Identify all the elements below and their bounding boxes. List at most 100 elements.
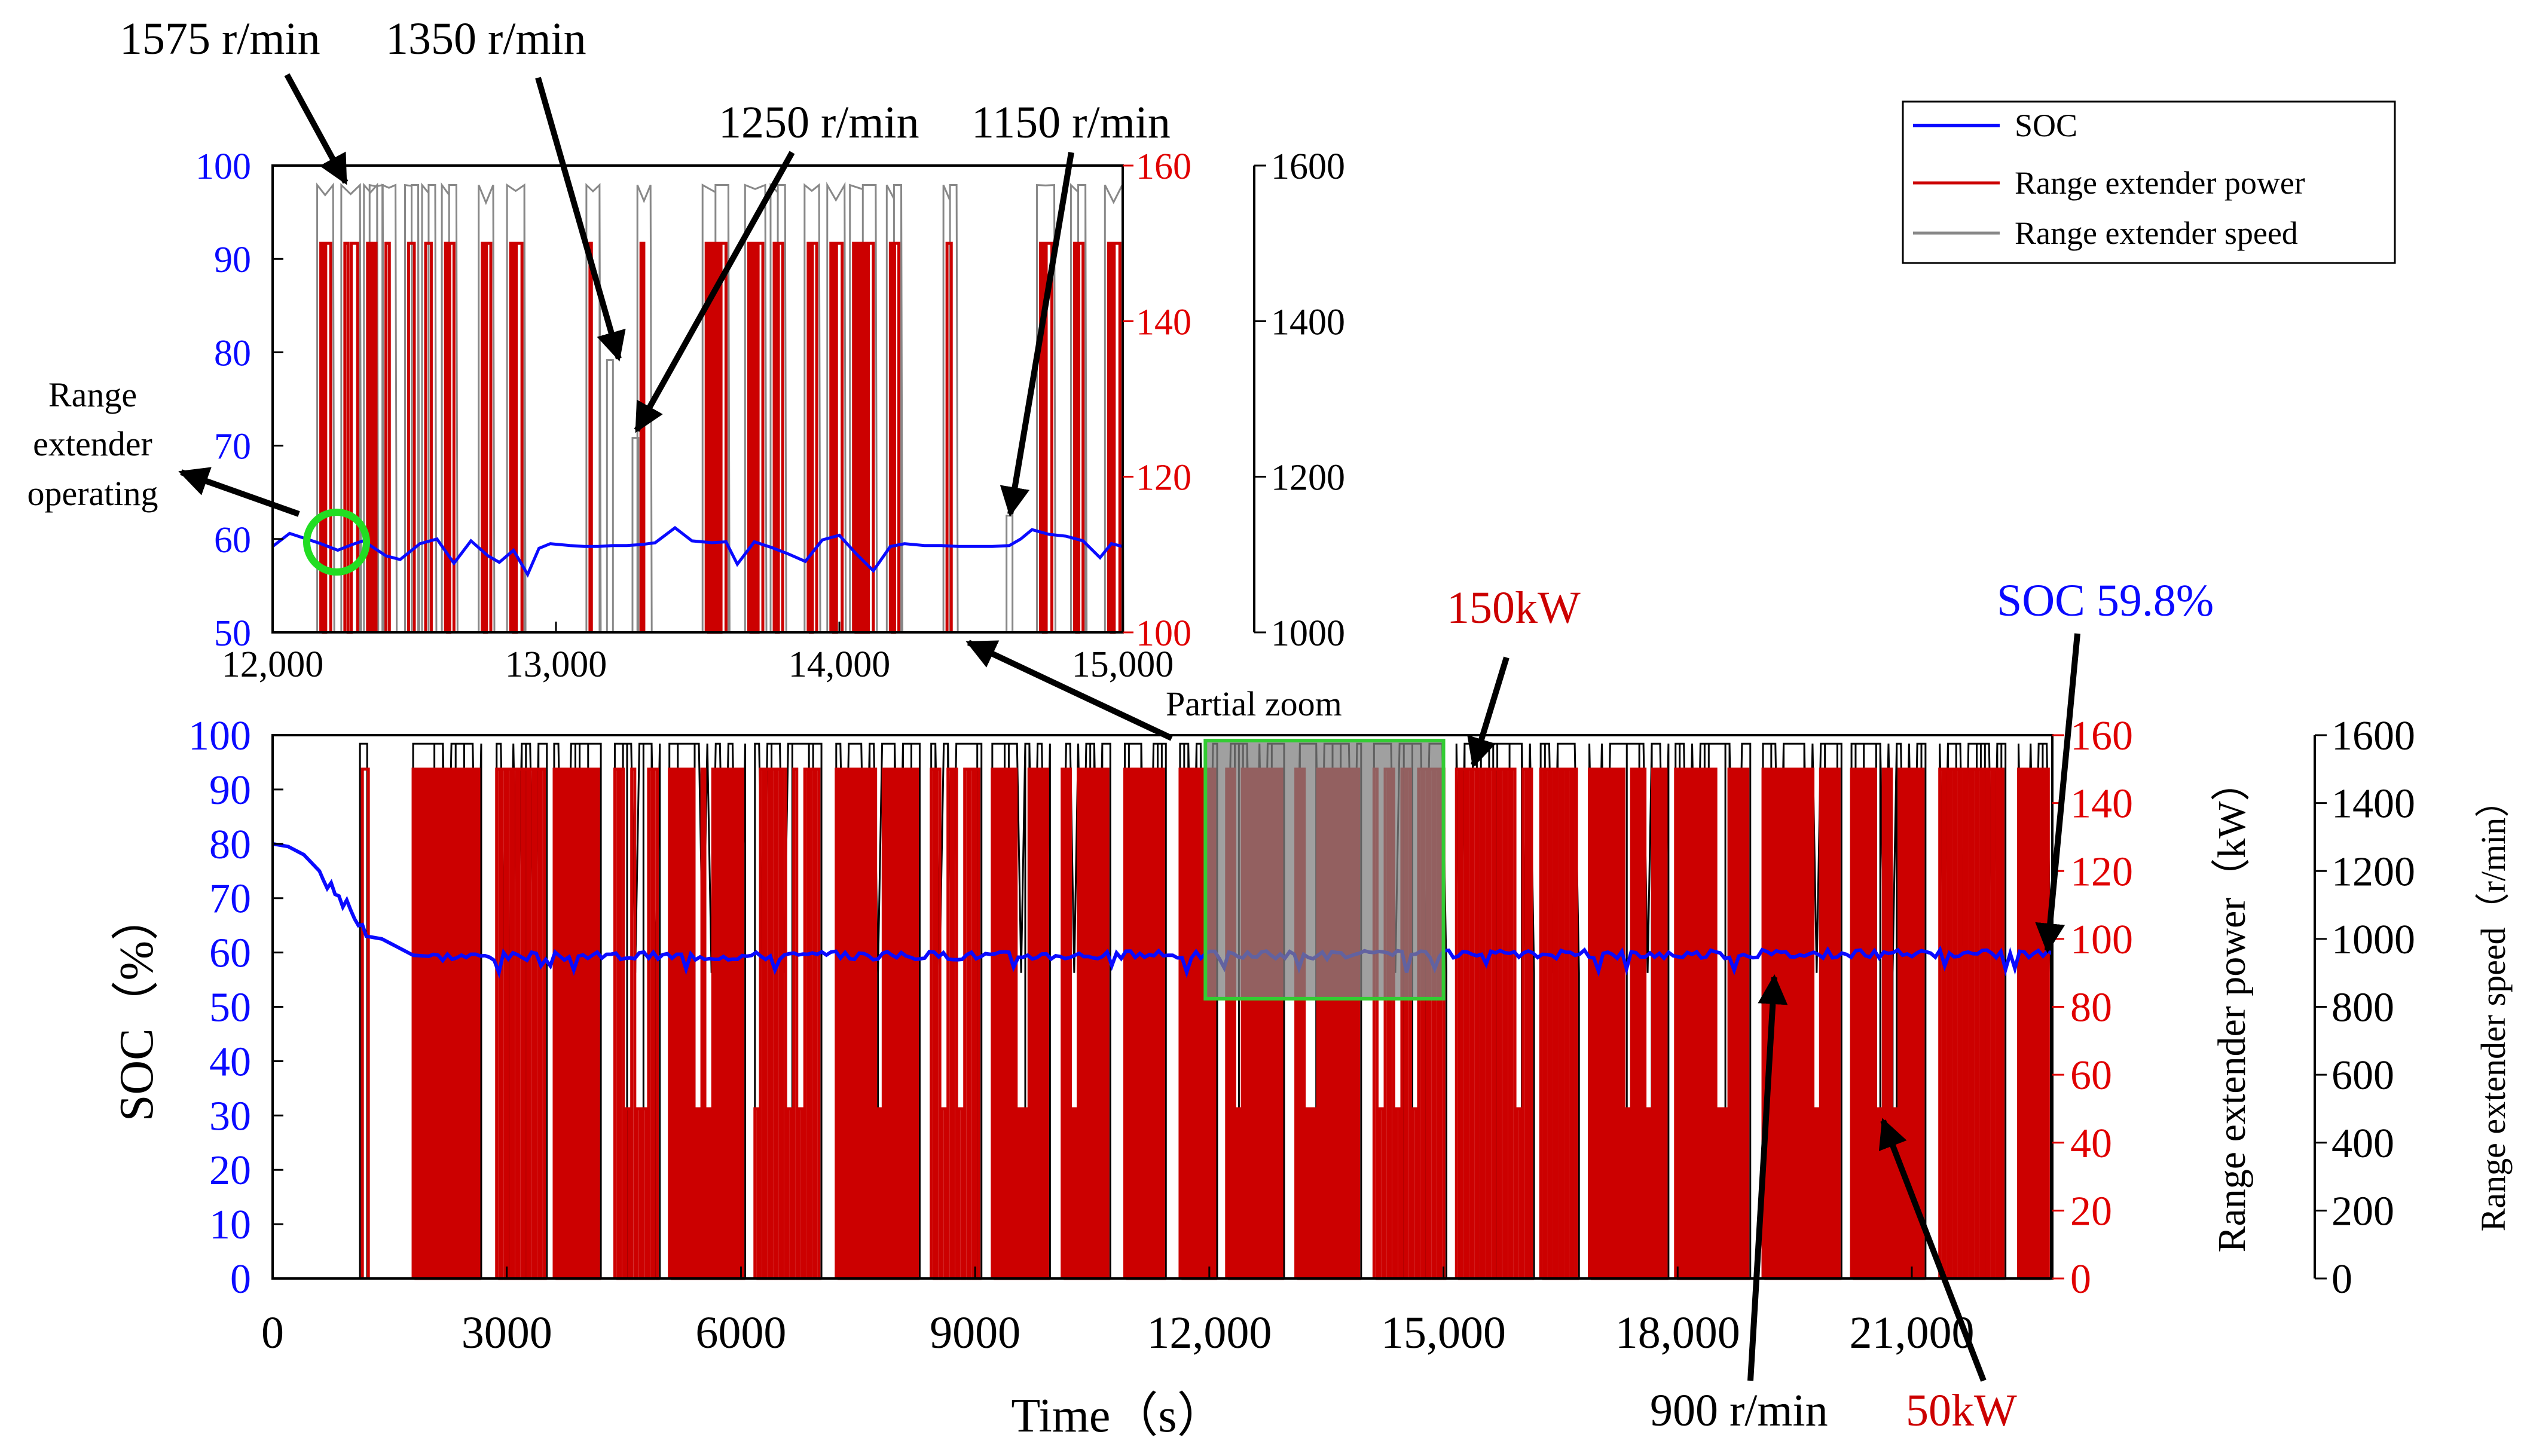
inset-speed-burst bbox=[826, 181, 847, 633]
main-x-tick-label: 12,000 bbox=[1147, 1308, 1272, 1358]
inset-left-tick-label: 80 bbox=[214, 333, 251, 374]
arrow-soc-final bbox=[2035, 633, 2080, 953]
inset-speed-burst bbox=[340, 182, 362, 633]
main-power-tick-label: 160 bbox=[2070, 713, 2133, 759]
inset-power-pulse bbox=[509, 241, 524, 634]
main-left-tick-label: 70 bbox=[209, 876, 251, 922]
inset-speed-burst bbox=[885, 184, 904, 633]
main-chart: 0102030405060708090100020406080100120140… bbox=[188, 713, 2415, 1358]
main-power-pulse bbox=[930, 767, 982, 1280]
main-power-tick-label: 100 bbox=[2070, 917, 2133, 963]
main-annotations: Partial zoom 150kW SOC 59.8% 900 r/min 5… bbox=[965, 576, 2214, 1436]
main-left-tick-label: 90 bbox=[209, 767, 251, 813]
inset-frame bbox=[271, 164, 1124, 634]
main-x-tick-label: 0 bbox=[261, 1308, 284, 1358]
main-power-pulse bbox=[991, 767, 1050, 1280]
main-speed-tick-label: 600 bbox=[2332, 1053, 2394, 1099]
main-power-pulse bbox=[1061, 767, 1111, 1280]
inset-speed-burst bbox=[478, 184, 496, 633]
inset-speed-burst bbox=[404, 183, 421, 633]
inset-left-tick-label: 50 bbox=[214, 613, 251, 654]
inset-power-pulse bbox=[747, 241, 765, 634]
main-left-tick-label: 80 bbox=[209, 822, 251, 868]
inset-power-pulse bbox=[888, 241, 901, 634]
inset-power-pulse bbox=[829, 241, 844, 634]
inset-speed-burst bbox=[506, 183, 527, 633]
main-ylabel-power: Range extender power（kW） bbox=[2210, 761, 2254, 1252]
inset-power-tick-label: 100 bbox=[1136, 613, 1191, 654]
inset-power-pulse bbox=[384, 241, 391, 632]
main-power-pulse bbox=[1761, 767, 1842, 1280]
main-power-pulse bbox=[1539, 767, 1579, 1280]
inset-x-tick-label: 13,000 bbox=[505, 644, 607, 685]
main-power-pulse bbox=[668, 767, 745, 1280]
main-power-tick-label: 20 bbox=[2070, 1188, 2112, 1234]
inset-power-pulse bbox=[444, 241, 456, 634]
annotation-soc-final: SOC 59.8% bbox=[1997, 576, 2214, 626]
main-speed-tick-label: 1600 bbox=[2332, 713, 2415, 759]
inset-left-tick-label: 70 bbox=[214, 427, 251, 467]
inset-power-tick-label: 160 bbox=[1136, 146, 1191, 187]
main-power-pulse bbox=[552, 767, 601, 1280]
main-power-tick-label: 40 bbox=[2070, 1121, 2112, 1167]
annotation-partial-zoom: Partial zoom bbox=[1166, 684, 1342, 723]
inset-speed-burst bbox=[744, 183, 768, 633]
main-left-tick-label: 30 bbox=[209, 1093, 251, 1139]
inset-power-pulse bbox=[588, 241, 593, 632]
main-x-tick-label: 21,000 bbox=[1849, 1308, 1974, 1358]
arrow-range-operating bbox=[178, 467, 300, 517]
annotation-50kw: 50kW bbox=[1906, 1385, 2017, 1436]
main-x-tick-label: 9000 bbox=[930, 1308, 1020, 1358]
arrow-1575rpm bbox=[284, 73, 349, 185]
main-power-tick-label: 140 bbox=[2070, 781, 2133, 827]
operating-circle-marker bbox=[303, 509, 370, 576]
main-speed-tick-label: 1200 bbox=[2332, 849, 2415, 895]
main-speed-tick-label: 1400 bbox=[2332, 781, 2415, 827]
inset-speed-tick-label: 1600 bbox=[1271, 146, 1345, 187]
main-left-tick-label: 100 bbox=[188, 713, 251, 759]
main-speed-tick-label: 1000 bbox=[2332, 917, 2415, 963]
arrow-1250rpm bbox=[634, 151, 795, 433]
main-power-pulse bbox=[753, 767, 822, 1280]
inset-speed-level-marker bbox=[631, 437, 640, 632]
arrow-150kw bbox=[1467, 656, 1509, 768]
inset-plot-area bbox=[271, 181, 1125, 634]
main-power-pulse bbox=[411, 767, 481, 1280]
inset-power-pulse bbox=[639, 241, 646, 632]
main-power-pulse bbox=[1674, 767, 1750, 1280]
inset-speed-tick-label: 1200 bbox=[1271, 458, 1345, 498]
inset-left-tick-label: 60 bbox=[214, 520, 251, 561]
annotation-900rpm: 900 r/min bbox=[1650, 1385, 1828, 1436]
inset-speed-burst bbox=[701, 183, 731, 633]
annotation-range-line1: Range bbox=[48, 375, 137, 414]
main-power-tick-label: 60 bbox=[2070, 1053, 2112, 1099]
axis-titles: Time（s） SOC（%） Range extender power（kW） … bbox=[111, 761, 2513, 1442]
main-x-tick-label: 6000 bbox=[695, 1308, 786, 1358]
inset-left-tick-label: 90 bbox=[214, 240, 251, 280]
inset-power-pulse bbox=[1107, 241, 1122, 634]
inset-chart: 50 60 70 80 90 100 100 120 140 160 1000 1200 1400 160… bbox=[195, 146, 1345, 685]
main-power-pulse bbox=[1588, 767, 1669, 1280]
inset-power-tick-label: 120 bbox=[1136, 458, 1191, 498]
main-plot-area bbox=[272, 742, 2054, 1280]
main-axes: 0102030405060708090100020406080100120140… bbox=[188, 713, 2415, 1358]
main-left-tick-label: 0 bbox=[230, 1256, 251, 1302]
main-left-tick-label: 10 bbox=[209, 1202, 251, 1248]
inset-speed-burst bbox=[1036, 183, 1056, 633]
inset-annotations: 1575 r/min 1350 r/min 1250 r/min 1150 r/… bbox=[27, 14, 1171, 517]
inset-speed-level-marker bbox=[606, 359, 614, 632]
inset-soc-line bbox=[271, 525, 1123, 578]
main-speed-tick-label: 800 bbox=[2332, 985, 2394, 1031]
main-speed-burst bbox=[1061, 742, 1111, 1278]
main-ylabel-speed: Range extender speed（r/min） bbox=[2474, 783, 2513, 1232]
main-x-tick-label: 3000 bbox=[462, 1308, 552, 1358]
inset-speed-burst bbox=[316, 182, 335, 633]
main-power-pulse bbox=[1938, 767, 2006, 1280]
main-power-tick-label: 80 bbox=[2070, 985, 2112, 1031]
main-power-pulse bbox=[1123, 767, 1166, 1280]
main-x-tick-label: 18,000 bbox=[1615, 1308, 1740, 1358]
inset-speed-level-marker bbox=[1006, 515, 1014, 632]
inset-x-tick-label: 15,000 bbox=[1072, 644, 1174, 685]
legend-label-power: Range extender power bbox=[2015, 165, 2305, 201]
inset-power-tick-label: 140 bbox=[1136, 302, 1191, 342]
